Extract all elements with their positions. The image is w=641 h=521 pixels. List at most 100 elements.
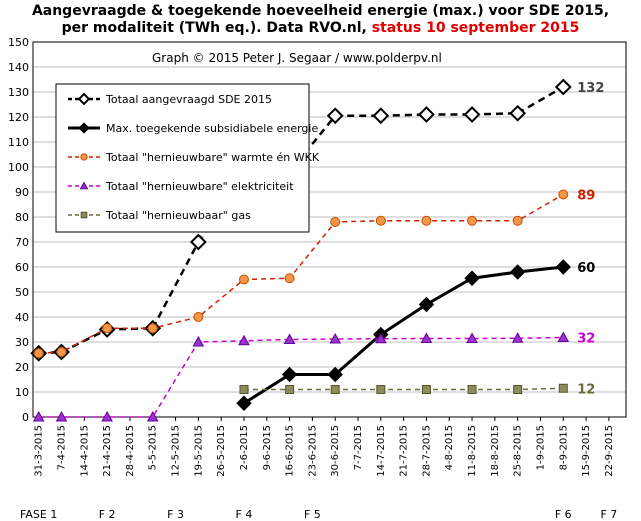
plot-area — [32, 41, 627, 418]
data-point — [327, 366, 343, 383]
legend-label: Totaal "hernieuwbare" warmte én WKK — [105, 151, 320, 164]
x-tick-label: 12-5-2015 — [171, 425, 182, 477]
data-point — [329, 332, 342, 344]
x-tick-label: 28-7-2015 — [421, 425, 432, 477]
y-tick-label: 140 — [8, 61, 29, 74]
end-label-gas: 12 — [577, 382, 595, 397]
legend-item-warmte: Totaal "hernieuwbare" warmte én WKK — [68, 151, 320, 164]
y-tick-label: 150 — [8, 36, 29, 49]
data-point — [418, 106, 435, 123]
x-tick-label: 4-8-2015 — [444, 425, 455, 470]
end-label-elektriciteit: 32 — [577, 332, 595, 347]
data-point — [513, 385, 523, 394]
phase-labels: FASE 1 F 2 F 3 F 4 F 5 F 6 F 7 — [20, 508, 617, 521]
data-point — [558, 383, 568, 393]
data-point — [101, 410, 113, 422]
phase-label: F 2 — [99, 508, 116, 521]
x-tick-label: 25-8-2015 — [513, 425, 524, 477]
data-point — [283, 333, 296, 344]
y-tick-label: 40 — [15, 311, 29, 324]
data-point — [512, 215, 523, 226]
x-tick-label: 30-6-2015 — [330, 425, 341, 477]
series-gas — [239, 383, 568, 394]
data-point — [372, 107, 390, 125]
data-point — [79, 181, 89, 190]
x-tick-label: 2-6-2015 — [239, 425, 250, 470]
legend-item-aangevraagd: Totaal aangevraagd SDE 2015 — [68, 92, 272, 106]
x-axis-ticks: 31-3-2015 7-4-2015 14-4-2015 21-4-2015 28-4-… — [34, 417, 615, 477]
x-tick-label: 5-5-2015 — [148, 425, 159, 470]
data-point — [189, 233, 207, 251]
x-tick-label: 9-6-2015 — [262, 425, 273, 470]
end-label-toegekend: 60 — [577, 261, 595, 276]
legend-label: Totaal "hernieuwbare" elektriciteit — [105, 180, 294, 193]
data-point — [509, 264, 526, 280]
x-tick-label: 14-4-2015 — [79, 425, 90, 477]
y-tick-label: 80 — [15, 211, 29, 224]
data-point — [330, 217, 341, 227]
data-point — [557, 331, 570, 342]
data-point — [376, 385, 386, 394]
chart-credit: Graph © 2015 Peter J. Segaar / www.polde… — [152, 51, 442, 65]
x-tick-label: 16-6-2015 — [285, 425, 296, 477]
data-point — [330, 385, 340, 394]
data-point — [239, 385, 249, 394]
data-point — [80, 153, 88, 161]
end-label-warmte: 89 — [577, 189, 595, 204]
data-point — [238, 334, 250, 346]
data-point — [467, 215, 478, 226]
data-point — [78, 122, 90, 134]
x-tick-label: 8-9-2015 — [558, 425, 569, 470]
data-point — [238, 274, 249, 285]
y-axis-ticks: 0 10 20 30 40 50 60 70 80 90 100 110 120 130 140 150 — [8, 36, 29, 424]
y-tick-label: 10 — [15, 386, 29, 399]
data-point — [285, 385, 295, 394]
x-tick-label: 21-4-2015 — [102, 425, 113, 477]
y-tick-label: 60 — [15, 261, 29, 274]
data-point — [466, 332, 478, 343]
data-point — [555, 259, 571, 275]
phase-label: F 4 — [236, 508, 253, 521]
legend-item-gas: Totaal "hernieuwbaar" gas — [68, 209, 251, 222]
x-tick-label: 18-8-2015 — [490, 425, 501, 477]
y-tick-label: 50 — [15, 286, 29, 299]
data-point — [554, 78, 572, 96]
y-tick-label: 90 — [15, 186, 29, 199]
y-tick-label: 100 — [8, 161, 29, 174]
series-warmte — [33, 189, 569, 359]
x-tick-label: 21-7-2015 — [399, 425, 410, 477]
data-point — [421, 215, 432, 226]
series-segment — [151, 241, 200, 329]
data-point — [326, 107, 344, 125]
data-point — [558, 189, 569, 200]
series-toegekend — [236, 259, 571, 411]
x-tick-label: 7-4-2015 — [57, 425, 68, 470]
data-point — [77, 92, 91, 106]
x-tick-label: 7-7-2015 — [353, 425, 364, 470]
series-line — [38, 336, 564, 418]
chart-title-line-1: Aangevraagde & toegekende hoeveelheid en… — [31, 3, 610, 19]
data-point — [509, 104, 527, 122]
data-point — [80, 211, 88, 219]
data-point — [418, 296, 435, 313]
legend-item-elektriciteit: Totaal "hernieuwbare" elektriciteit — [68, 180, 294, 193]
chart-title-line-2: per modaliteit (TWh eq.). Data RVO.nl, s… — [0, 20, 641, 36]
x-tick-label: 14-7-2015 — [376, 425, 387, 477]
chart-title-status: status 10 september 2015 — [371, 20, 580, 36]
data-point — [32, 410, 45, 422]
x-tick-label: 23-6-2015 — [307, 425, 318, 477]
x-tick-label: 1-9-2015 — [535, 425, 546, 470]
x-tick-label: 15-9-2015 — [581, 425, 592, 477]
legend-label: Totaal aangevraagd SDE 2015 — [105, 93, 272, 106]
y-tick-label: 30 — [15, 336, 29, 349]
data-point — [193, 312, 204, 322]
data-point — [33, 348, 44, 359]
data-point — [55, 410, 68, 422]
data-point — [284, 273, 295, 284]
series-segment — [517, 85, 564, 115]
x-tick-label: 28-4-2015 — [125, 425, 136, 477]
data-point — [236, 395, 252, 411]
legend-box — [55, 83, 310, 233]
end-label-aangevraagd: 132 — [577, 81, 604, 96]
